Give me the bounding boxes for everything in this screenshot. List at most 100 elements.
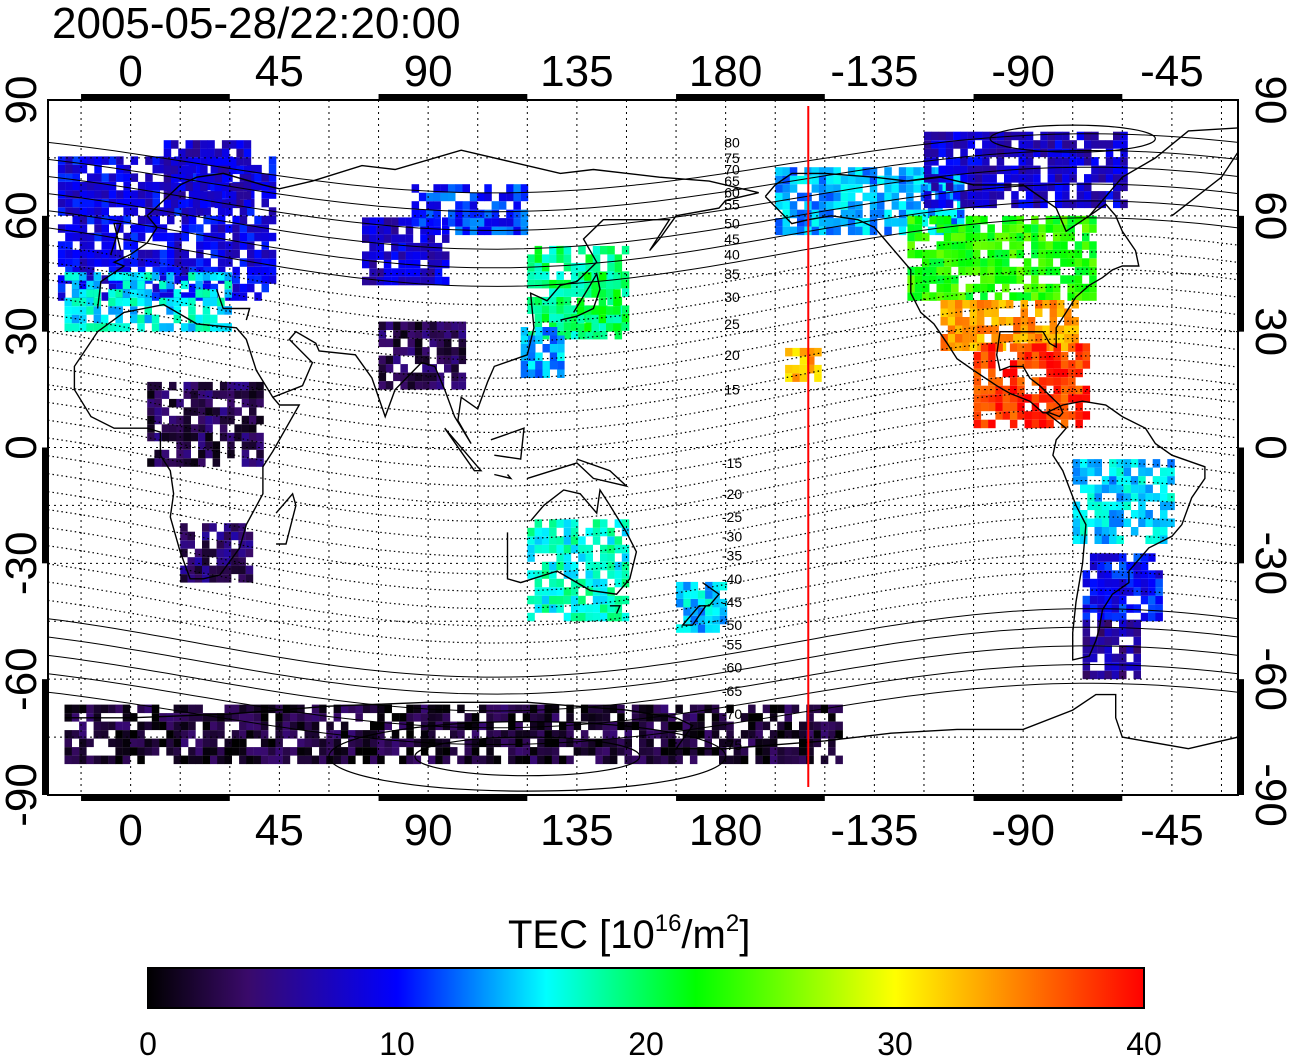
tec-cell [1024,419,1032,429]
tec-cell [614,612,623,622]
tec-cell [563,262,572,272]
tec-cell [522,730,531,739]
tec-cell [137,755,145,765]
tec-cell [1074,292,1083,301]
tec-cell [1009,224,1017,233]
tec-cell [924,140,932,149]
tec-cell [719,755,727,765]
magnetic-latitude-label: 30 [724,289,740,305]
tec-cell [607,604,615,613]
tec-cell [534,254,543,263]
tec-cell [71,297,80,307]
tec-cell [1094,510,1102,519]
tec-cell [606,314,614,324]
tec-cell [544,747,552,756]
tec-cell [1133,570,1141,579]
tec-cell [304,747,312,756]
tec-cell [1064,342,1072,351]
tec-cell [806,747,814,756]
tec-cell [232,283,240,293]
tec-cell [194,565,203,575]
magnetic-latitude-label: -50 [722,617,742,633]
tec-cell [1076,157,1085,166]
tec-cell [398,268,406,277]
tec-cell [967,165,976,175]
tec-cell [613,272,621,281]
tec-cell [847,184,856,193]
tec-cell [570,578,579,588]
tec-cell [940,300,948,309]
tec-cell [340,730,349,739]
tec-cell [1145,510,1153,519]
tec-cell [1053,394,1061,403]
tec-cell [94,258,102,267]
tec-cell [588,713,596,722]
tec-cell [609,738,618,748]
tec-cell [239,704,247,714]
tec-cell [1104,578,1112,588]
tec-cell [207,191,215,200]
tec-cell [799,721,807,731]
tec-cell [442,747,451,756]
tec-cell [152,156,160,165]
tec-cell [108,755,116,765]
tec-cell [260,755,269,765]
tec-cell [1089,241,1097,250]
tec-cell [333,704,342,714]
tec-cell [469,226,478,236]
tec-cell [506,209,514,219]
tec-cell [65,164,73,174]
tec-cell [705,615,713,625]
tec-cell [998,300,1007,309]
tec-cell [996,148,1005,158]
tec-cell [556,288,564,297]
tec-cell [782,226,790,236]
tec-cell [202,548,210,558]
tec-cell [94,181,102,191]
magnetic-latitude-label: -35 [722,548,742,564]
tec-cell [79,738,87,748]
tec-cell [785,364,793,374]
tec-cell [87,215,95,225]
tec-cell [72,173,80,182]
tec-cell [493,704,502,714]
tec-cell [448,218,456,227]
tec-cell [600,279,608,289]
tec-cell [1020,334,1028,343]
tec-cell [762,704,771,714]
tec-cell [200,174,208,183]
tec-cell [980,351,989,361]
tec-cell [1133,561,1141,571]
tec-cell [1119,662,1127,671]
tec-cell [1148,570,1156,579]
tec-cell [440,184,449,193]
tec-cell [311,738,320,748]
tec-cell [167,258,175,267]
tec-cell [137,249,146,259]
tec-cell [527,536,535,545]
tec-cell [1027,325,1036,334]
tec-cell [1082,292,1090,301]
tec-cell [976,342,985,351]
tec-cell [1031,377,1040,386]
tec-cell [214,191,223,200]
tec-cell [64,314,72,324]
tec-cell [1111,662,1120,671]
tec-cell [563,587,572,596]
tec-cell [782,167,790,176]
tec-cell [183,415,191,425]
tec-cell [906,192,914,202]
tec-cell [940,308,948,317]
tec-cell [607,612,615,622]
tec-cell [592,570,601,579]
tec-cell [920,218,929,227]
tec-cell [570,587,579,596]
tec-cell [740,713,749,722]
tec-cell [869,218,878,227]
tec-cell [515,755,523,765]
tec-cell [1120,199,1128,209]
magnetic-latitude-label: 60 [724,185,740,201]
tec-cell [1023,224,1032,233]
tec-cell [163,140,172,149]
tec-cell [534,595,543,605]
